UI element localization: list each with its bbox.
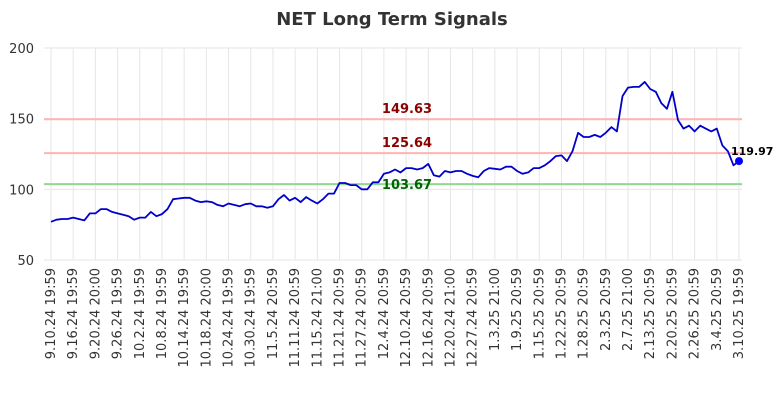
x-tick-label: 10.14.24 19:59 — [177, 268, 192, 368]
x-tick-label: 1.22.25 20:59 — [554, 268, 569, 359]
x-tick-label: 2.26.25 20:59 — [688, 268, 703, 359]
x-tick-label: 2.3.25 20:59 — [599, 268, 614, 351]
signal-value-label: 103.67 — [382, 178, 432, 193]
y-tick-label: 100 — [9, 183, 34, 198]
x-tick-label: 12.27.24 20:59 — [466, 268, 481, 368]
x-tick-label: 10.30.24 19:59 — [244, 268, 259, 368]
y-tick-label: 50 — [17, 254, 34, 269]
x-tick-label: 11.11.24 20:59 — [288, 268, 303, 368]
last-point-marker — [735, 157, 743, 166]
y-tick-label: 150 — [9, 113, 34, 128]
x-tick-label: 9.20.24 20:00 — [88, 268, 103, 359]
x-tick-label: 2.7.25 21:00 — [621, 268, 636, 351]
x-tick-label: 2.13.25 20:59 — [643, 268, 658, 359]
signal-value-label: 125.64 — [382, 136, 432, 151]
x-tick-label: 12.16.24 20:59 — [421, 268, 436, 368]
x-tick-label: 12.4.24 20:59 — [377, 268, 392, 359]
x-tick-label: 1.9.25 20:59 — [510, 268, 525, 351]
x-tick-label: 10.8.24 19:59 — [155, 268, 170, 359]
x-tick-label: 10.24.24 19:59 — [222, 268, 237, 368]
plot-area: 50 100 150 200 149.63 125.64 103.67 119.97 9.10.… — [9, 42, 773, 368]
x-tick-label: 12.20.24 21:00 — [443, 268, 458, 368]
x-tick-label: 10.18.24 20:00 — [199, 268, 214, 368]
x-tick-label: 1.3.25 21:00 — [488, 268, 503, 351]
chart-title: NET Long Term Signals — [276, 9, 508, 30]
x-tick-label: 3.10.25 19:59 — [732, 268, 747, 359]
x-tick-label: 11.5.24 20:59 — [266, 268, 281, 359]
x-tick-label: 1.15.25 20:59 — [532, 268, 547, 359]
last-value-label: 119.97 — [731, 145, 773, 158]
x-tick-label: 10.2.24 19:59 — [133, 268, 148, 359]
signal-value-label: 149.63 — [382, 102, 432, 117]
price-series-line — [50, 81, 740, 223]
x-tick-label: 1.28.25 20:59 — [577, 268, 592, 359]
y-tick-label: 200 — [9, 42, 34, 57]
x-tick-label: 9.10.24 19:59 — [44, 268, 59, 359]
x-tick-label: 9.26.24 19:59 — [111, 268, 126, 359]
x-tick-label: 11.15.24 21:00 — [310, 268, 325, 368]
x-tick-label: 9.16.24 19:59 — [66, 268, 81, 359]
x-tick-label: 11.21.24 20:59 — [333, 268, 348, 368]
x-tick-label: 12.10.24 20:59 — [399, 268, 414, 368]
x-tick-label: 3.4.25 20:59 — [710, 268, 725, 351]
x-tick-label: 11.27.24 20:59 — [355, 268, 370, 368]
x-tick-label: 2.20.25 20:59 — [665, 268, 680, 359]
